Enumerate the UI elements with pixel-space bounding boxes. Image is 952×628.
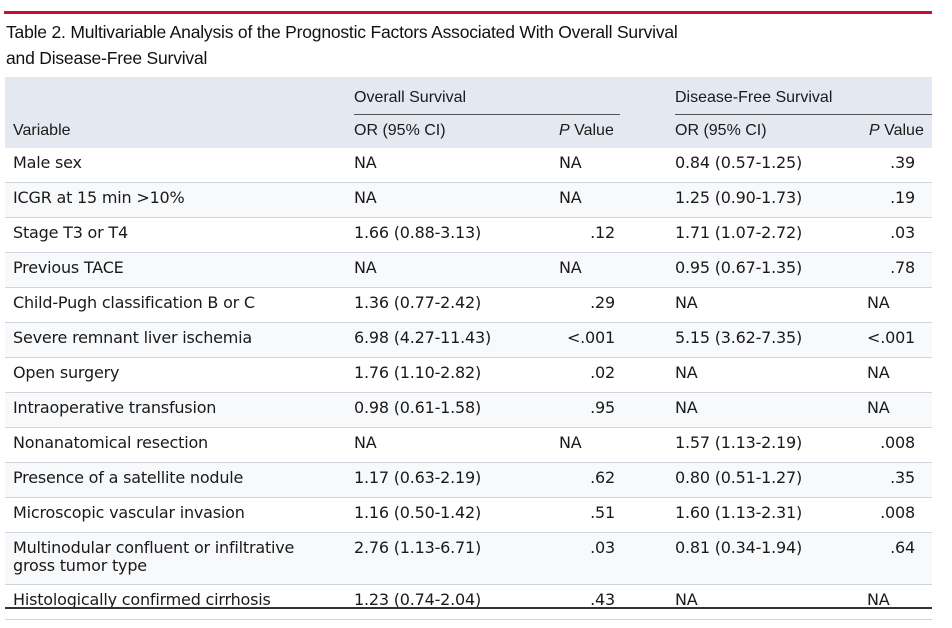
table-row: Presence of a satellite nodule 1.17 (0.63… bbox=[5, 463, 932, 498]
cell-variable: Male sex bbox=[13, 153, 82, 172]
table-row: Histologically confirmed cirrhosis 1.23 (… bbox=[5, 585, 932, 620]
cell-or-overall-survival: 1.17 (0.63-2.19) bbox=[354, 468, 482, 487]
group-header-disease-free-survival: Disease-Free Survival bbox=[675, 89, 833, 106]
cell-p-overall-survival: .02 bbox=[590, 363, 615, 382]
cell-variable: Presence of a satellite nodule bbox=[13, 468, 244, 487]
cell-or-disease-free-survival: 1.25 (0.90-1.73) bbox=[675, 188, 803, 207]
cell-p-disease-free-survival: .008 bbox=[880, 503, 915, 522]
cell-or-overall-survival: 2.76 (1.13-6.71) bbox=[354, 538, 482, 557]
p-value-label: Value bbox=[569, 122, 614, 139]
column-header-or-dfs: OR (95% CI) bbox=[675, 122, 767, 139]
table-title: Table 2. Multivariable Analysis of the P… bbox=[6, 19, 926, 71]
cell-variable: Microscopic vascular invasion bbox=[13, 503, 245, 522]
cell-or-overall-survival: 1.66 (0.88-3.13) bbox=[354, 223, 482, 242]
cell-or-overall-survival: 1.23 (0.74-2.04) bbox=[354, 590, 482, 609]
table-title-line-2: and Disease-Free Survival bbox=[6, 48, 208, 68]
cell-p-disease-free-survival: .64 bbox=[890, 538, 915, 557]
cell-or-disease-free-survival: 5.15 (3.62-7.35) bbox=[675, 328, 803, 347]
cell-or-overall-survival: 1.76 (1.10-2.82) bbox=[354, 363, 482, 382]
cell-p-disease-free-survival: NA bbox=[867, 293, 890, 312]
cell-p-overall-survival: NA bbox=[559, 188, 582, 207]
cell-or-overall-survival: NA bbox=[354, 188, 377, 207]
cell-variable: Intraoperative transfusion bbox=[13, 398, 217, 417]
table-row: ICGR at 15 min >10% NA NA 1.25 (0.90-1.73).… bbox=[5, 183, 932, 218]
table-row: Open surgery 1.76 (1.10-2.82) .02 NA NA bbox=[5, 358, 932, 393]
table-row: Microscopic vascular invasion 1.16 (0.50-… bbox=[5, 498, 932, 533]
cell-or-overall-survival: NA bbox=[354, 153, 377, 172]
results-table: Overall Survival Disease-Free Survival V… bbox=[5, 77, 932, 620]
cell-p-overall-survival: .95 bbox=[590, 398, 615, 417]
column-header-variable: Variable bbox=[13, 122, 71, 139]
cell-or-overall-survival: NA bbox=[354, 258, 377, 277]
group-rule-disease-free-survival bbox=[675, 114, 932, 115]
table-row: Stage T3 or T4 1.66 (0.88-3.13) .12 1.71 (1… bbox=[5, 218, 932, 253]
p-value-label: Value bbox=[879, 122, 924, 139]
table-row: Severe remnant liver ischemia 6.98 (4.27-… bbox=[5, 323, 932, 358]
table-title-line-1: Table 2. Multivariable Analysis of the P… bbox=[6, 22, 678, 42]
cell-p-disease-free-survival: .008 bbox=[880, 433, 915, 452]
cell-or-disease-free-survival: 0.80 (0.51-1.27) bbox=[675, 468, 803, 487]
cell-variable: Severe remnant liver ischemia bbox=[13, 328, 253, 347]
cell-p-overall-survival: .29 bbox=[590, 293, 615, 312]
p-italic: P bbox=[559, 122, 570, 139]
column-header-p-dfs: P Value bbox=[869, 122, 924, 140]
cell-variable: Open surgery bbox=[13, 363, 120, 382]
table-body: Male sex NA NA 0.84 (0.57-1.25) .39 ICGR at 1… bbox=[5, 148, 932, 620]
table-row: Intraoperative transfusion 0.98 (0.61-1.5… bbox=[5, 393, 932, 428]
cell-or-disease-free-survival: 0.81 (0.34-1.94) bbox=[675, 538, 803, 557]
table-header: Overall Survival Disease-Free Survival V… bbox=[5, 77, 932, 148]
cell-p-disease-free-survival: NA bbox=[867, 363, 890, 382]
cell-variable: Multinodular confluent or infiltrative g… bbox=[13, 538, 295, 575]
column-header-p-os: P Value bbox=[559, 122, 614, 140]
cell-or-disease-free-survival: 0.84 (0.57-1.25) bbox=[675, 153, 803, 172]
cell-p-disease-free-survival: .19 bbox=[890, 188, 915, 207]
table-row: Multinodular confluent or infiltrative g… bbox=[5, 533, 932, 585]
cell-p-overall-survival: .03 bbox=[590, 538, 615, 557]
table-bottom-rule bbox=[5, 607, 932, 609]
cell-p-disease-free-survival: .39 bbox=[890, 153, 915, 172]
cell-or-disease-free-survival: 1.57 (1.13-2.19) bbox=[675, 433, 803, 452]
cell-p-disease-free-survival: .35 bbox=[890, 468, 915, 487]
column-header-or-os: OR (95% CI) bbox=[354, 122, 446, 139]
cell-p-overall-survival: .62 bbox=[590, 468, 615, 487]
cell-or-overall-survival: 1.16 (0.50-1.42) bbox=[354, 503, 482, 522]
cell-or-disease-free-survival: NA bbox=[675, 398, 698, 417]
cell-p-disease-free-survival: NA bbox=[867, 590, 890, 609]
cell-p-overall-survival: NA bbox=[559, 433, 582, 452]
cell-p-overall-survival: NA bbox=[559, 258, 582, 277]
cell-variable: ICGR at 15 min >10% bbox=[13, 188, 185, 207]
cell-or-disease-free-survival: NA bbox=[675, 590, 698, 609]
cell-or-disease-free-survival: 1.71 (1.07-2.72) bbox=[675, 223, 803, 242]
cell-p-disease-free-survival: NA bbox=[867, 398, 890, 417]
cell-p-overall-survival: <.001 bbox=[566, 328, 615, 347]
table-row: Child-Pugh classification B or C 1.36 (0.… bbox=[5, 288, 932, 323]
cell-p-overall-survival: .12 bbox=[590, 223, 615, 242]
cell-p-overall-survival: NA bbox=[559, 153, 582, 172]
cell-variable: Stage T3 or T4 bbox=[13, 223, 128, 242]
group-header-overall-survival: Overall Survival bbox=[354, 89, 467, 106]
cell-variable: Child-Pugh classification B or C bbox=[13, 293, 255, 312]
table-row: Male sex NA NA 0.84 (0.57-1.25) .39 bbox=[5, 148, 932, 183]
p-italic: P bbox=[869, 122, 880, 139]
cell-p-overall-survival: .51 bbox=[590, 503, 615, 522]
cell-or-overall-survival: 1.36 (0.77-2.42) bbox=[354, 293, 482, 312]
table-row: Nonanatomical resection NA NA 1.57 (1.13-2.… bbox=[5, 428, 932, 463]
title-accent-rule bbox=[4, 11, 932, 14]
cell-or-overall-survival: NA bbox=[354, 433, 377, 452]
cell-or-disease-free-survival: 1.60 (1.13-2.31) bbox=[675, 503, 803, 522]
cell-variable: Histologically confirmed cirrhosis bbox=[13, 590, 271, 609]
cell-p-overall-survival: .43 bbox=[590, 590, 615, 609]
cell-or-disease-free-survival: NA bbox=[675, 363, 698, 382]
cell-or-overall-survival: 0.98 (0.61-1.58) bbox=[354, 398, 482, 417]
cell-p-disease-free-survival: .78 bbox=[890, 258, 915, 277]
cell-or-disease-free-survival: NA bbox=[675, 293, 698, 312]
cell-variable: Previous TACE bbox=[13, 258, 124, 277]
cell-or-overall-survival: 6.98 (4.27-11.43) bbox=[354, 328, 491, 347]
cell-p-disease-free-survival: .03 bbox=[890, 223, 915, 242]
cell-p-disease-free-survival: <.001 bbox=[867, 328, 916, 347]
cell-variable: Nonanatomical resection bbox=[13, 433, 208, 452]
cell-or-disease-free-survival: 0.95 (0.67-1.35) bbox=[675, 258, 803, 277]
group-rule-overall-survival bbox=[354, 114, 620, 115]
table-row: Previous TACE NA NA 0.95 (0.67-1.35) .78 bbox=[5, 253, 932, 288]
